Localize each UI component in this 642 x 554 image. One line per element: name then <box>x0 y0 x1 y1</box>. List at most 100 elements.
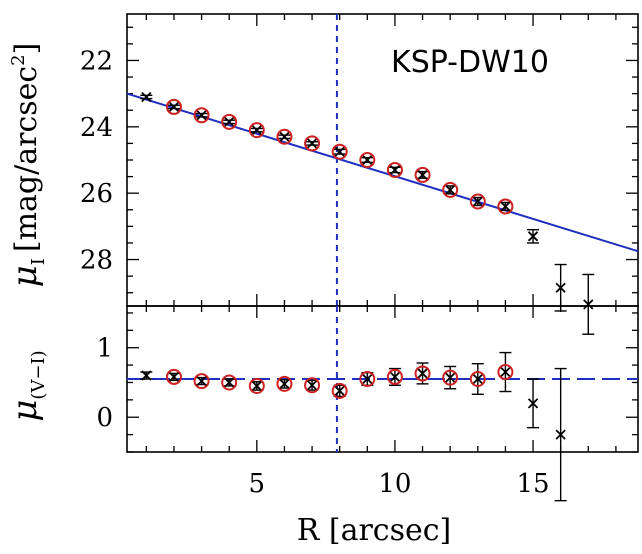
fit-point-circle <box>497 198 514 215</box>
top-y-tick-label: 24 <box>80 113 113 143</box>
bottom-y-axis-label: μ(V−I) <box>5 350 49 421</box>
fit-point-circle <box>331 143 348 160</box>
bottom-data-point <box>248 377 265 394</box>
cross-marker <box>445 372 456 383</box>
bottom-y-tick-label: 1 <box>96 334 113 364</box>
bottom-data-point <box>331 382 348 399</box>
cross-marker <box>500 201 511 212</box>
cross-marker <box>555 282 566 293</box>
top-data-point <box>582 273 595 335</box>
fit-point-circle <box>276 128 293 145</box>
cross-marker <box>168 101 180 113</box>
fit-point-circle <box>193 107 210 124</box>
bottom-data-point <box>527 378 540 429</box>
x-tick-label: 15 <box>516 469 549 499</box>
bottom-data-point <box>165 368 182 385</box>
cross-marker <box>417 368 428 379</box>
cross-marker <box>362 373 373 385</box>
fit-point-circle <box>248 122 265 139</box>
x-axis-label: R [arcsec] <box>297 513 452 548</box>
bottom-data-point <box>442 365 459 390</box>
bottom-data-point <box>140 370 153 381</box>
bottom-y-label-sub: (V−I) <box>28 350 49 399</box>
bottom-data-point <box>276 375 293 392</box>
fit-point-circle <box>304 377 321 394</box>
cross-marker <box>334 146 345 157</box>
top-data-point <box>140 91 153 103</box>
bottom-data-point <box>386 367 403 386</box>
top-y-tick-label: 26 <box>80 179 113 209</box>
cross-marker <box>389 164 401 176</box>
cross-marker <box>417 169 428 181</box>
fit-point-circle <box>386 368 403 385</box>
fit-point-circle <box>221 374 238 391</box>
fit-point-circle <box>304 135 321 152</box>
cross-marker <box>472 196 483 207</box>
bottom-data-point <box>304 377 321 394</box>
fit-point-circle <box>386 161 403 178</box>
top-data-point <box>359 152 376 168</box>
top-data-point <box>442 181 459 198</box>
x-tick-label: 5 <box>249 469 266 499</box>
cross-marker <box>141 91 152 103</box>
sersic-fit-line <box>126 92 639 253</box>
top-data-point <box>276 128 293 145</box>
top-data-point <box>527 228 540 244</box>
cross-marker <box>251 124 262 136</box>
bottom-data-point <box>469 363 486 395</box>
cross-marker <box>224 116 235 127</box>
bottom-y-tick-label: 0 <box>96 403 113 433</box>
top-data-point <box>331 143 348 160</box>
top-data-point <box>193 107 210 124</box>
bottom-data-point <box>554 367 567 502</box>
cross-marker <box>527 398 539 409</box>
cross-marker <box>555 429 566 440</box>
bottom-panel: 015 10 15 <box>96 305 639 502</box>
top-panel: 22 24 26 28 <box>80 13 639 335</box>
top-y-tick-label: 28 <box>80 246 113 276</box>
cross-marker <box>196 110 207 121</box>
cross-marker <box>583 299 594 310</box>
top-y-label-sup: 2 <box>8 54 29 65</box>
top-y-label-close: ] <box>9 43 44 55</box>
fit-point-circle <box>193 373 210 390</box>
cross-marker <box>362 154 373 166</box>
cross-marker <box>472 373 483 385</box>
top-data-point <box>221 113 238 130</box>
cross-marker <box>306 138 318 149</box>
bottom-data-point <box>359 371 376 387</box>
cross-marker <box>168 371 180 383</box>
cross-marker <box>224 377 235 388</box>
top-data-point <box>554 263 567 312</box>
cross-marker <box>334 385 345 396</box>
top-data-point <box>386 161 403 178</box>
bottom-data-point <box>193 373 210 390</box>
cross-marker <box>527 231 539 242</box>
x-tick-label: 10 <box>378 469 411 499</box>
top-y-label-units: [mag/arcsec <box>9 66 44 252</box>
bottom-data-point <box>497 351 514 393</box>
bottom-y-label-main: μ <box>5 400 45 422</box>
fit-point-circle <box>359 371 376 387</box>
cross-marker <box>196 375 207 387</box>
fit-point-circle <box>414 365 431 382</box>
top-data-point <box>304 135 321 152</box>
fit-point-circle <box>276 375 293 392</box>
cross-marker <box>141 370 152 381</box>
fit-point-circle <box>331 382 348 399</box>
top-y-tick-label: 22 <box>80 46 113 76</box>
bottom-data-point <box>414 362 431 385</box>
top-data-point <box>248 122 265 139</box>
top-data-point <box>497 198 514 215</box>
cross-marker <box>306 380 318 391</box>
fit-point-circle <box>469 193 486 210</box>
top-y-axis-label: μI [mag/arcsec2] <box>5 43 49 288</box>
cross-marker <box>445 184 456 196</box>
fit-point-circle <box>248 377 265 394</box>
top-y-label-main: μ <box>5 265 45 287</box>
galaxy-name-annotation: KSP-DW10 <box>391 45 549 80</box>
top-data-point <box>414 166 431 183</box>
fit-point-circle <box>442 181 459 198</box>
fit-point-circle <box>497 364 514 381</box>
